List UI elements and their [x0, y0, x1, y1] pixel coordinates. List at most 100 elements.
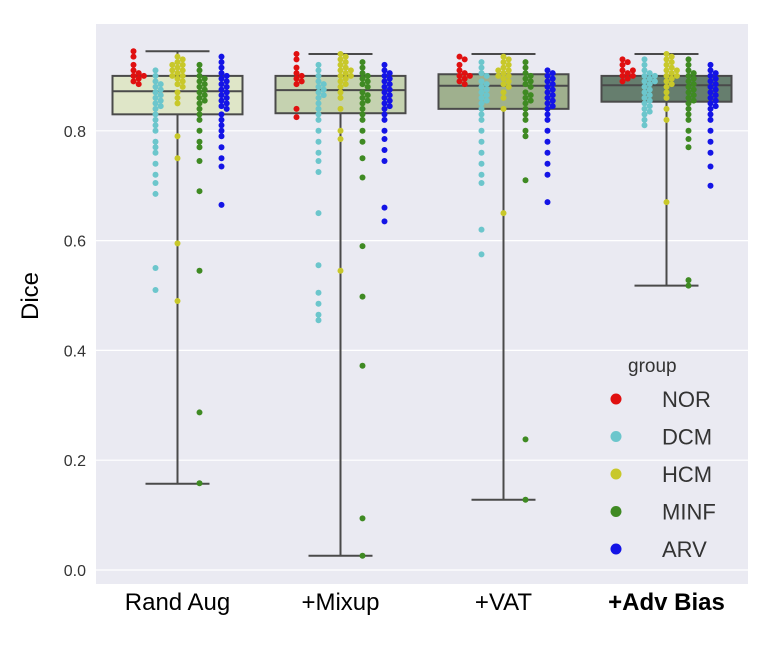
point-hcm: [500, 59, 507, 66]
point-minf: [690, 92, 697, 99]
point-dcm: [478, 116, 485, 123]
point-minf: [522, 100, 529, 107]
point-dcm: [646, 92, 653, 99]
point-arv: [544, 89, 551, 96]
point-nor: [293, 70, 300, 77]
point-minf: [522, 436, 529, 443]
point-minf: [685, 56, 692, 63]
point-dcm: [315, 262, 322, 269]
point-dcm: [152, 78, 159, 85]
point-dcm: [641, 122, 648, 129]
point-hcm: [174, 64, 181, 71]
point-dcm: [315, 289, 322, 296]
point-nor: [619, 61, 626, 68]
point-dcm: [152, 67, 159, 74]
point-nor: [461, 81, 468, 88]
point-arv: [381, 72, 388, 79]
point-minf: [690, 70, 697, 77]
point-hcm: [347, 67, 354, 74]
point-dcm: [157, 103, 164, 110]
point-hcm: [505, 83, 512, 90]
point-dcm: [152, 179, 159, 186]
point-minf: [359, 515, 366, 522]
point-dcm: [152, 171, 159, 178]
point-arv: [381, 147, 388, 154]
point-minf: [364, 92, 371, 99]
point-minf: [690, 75, 697, 82]
point-minf: [364, 83, 371, 90]
point-nor: [293, 105, 300, 112]
point-nor: [130, 53, 137, 60]
point-dcm: [315, 72, 322, 79]
point-arv: [218, 155, 225, 162]
point-minf: [196, 61, 203, 68]
point-minf: [685, 111, 692, 118]
point-dcm: [483, 92, 490, 99]
point-arv: [544, 94, 551, 101]
point-hcm: [337, 61, 344, 68]
point-arv: [549, 81, 556, 88]
point-nor: [130, 78, 137, 85]
point-nor: [629, 72, 636, 79]
point-hcm: [500, 210, 507, 217]
point-hcm: [500, 70, 507, 77]
point-minf: [359, 81, 366, 88]
point-dcm: [651, 78, 658, 85]
point-hcm: [500, 94, 507, 101]
point-minf: [685, 89, 692, 96]
grid-lines: [96, 130, 748, 571]
point-dcm: [641, 67, 648, 74]
legend-label: DCM: [662, 425, 712, 450]
point-minf: [196, 89, 203, 96]
point-arv: [381, 61, 388, 68]
point-arv: [549, 70, 556, 77]
point-arv: [218, 70, 225, 77]
point-minf: [201, 81, 208, 88]
point-dcm: [478, 179, 485, 186]
point-arv: [707, 138, 714, 145]
point-minf: [522, 496, 529, 503]
legend-marker: [610, 543, 622, 555]
point-arv: [381, 83, 388, 90]
point-arv: [549, 103, 556, 110]
point-minf: [364, 78, 371, 85]
point-arv: [707, 78, 714, 85]
point-arv: [381, 111, 388, 118]
point-nor: [135, 70, 142, 77]
point-minf: [359, 138, 366, 145]
point-nor: [130, 48, 137, 55]
point-arv: [707, 116, 714, 123]
point-minf: [201, 92, 208, 99]
point-arv: [218, 163, 225, 170]
point-dcm: [315, 111, 322, 118]
point-arv: [223, 100, 230, 107]
point-nor: [293, 81, 300, 88]
point-minf: [685, 282, 692, 289]
point-hcm: [663, 72, 670, 79]
point-arv: [381, 127, 388, 134]
point-dcm: [646, 81, 653, 88]
point-minf: [685, 72, 692, 79]
point-arv: [381, 100, 388, 107]
point-arv: [223, 83, 230, 90]
point-arv: [381, 157, 388, 164]
x-tick-label: +Adv Bias: [608, 589, 725, 616]
point-nor: [456, 72, 463, 79]
point-dcm: [152, 149, 159, 156]
legend: group NOR DCM HCM MINF ARV: [610, 356, 716, 562]
point-nor: [293, 56, 300, 63]
point-nor: [130, 72, 137, 79]
point-arv: [218, 103, 225, 110]
point-hcm: [169, 72, 176, 79]
point-dcm: [315, 105, 322, 112]
point-dcm: [641, 94, 648, 101]
point-dcm: [152, 127, 159, 134]
point-arv: [381, 67, 388, 74]
point-arv: [712, 92, 719, 99]
point-hcm: [673, 67, 680, 74]
point-nor: [466, 72, 473, 79]
point-nor: [461, 75, 468, 82]
point-hcm: [337, 89, 344, 96]
point-minf: [201, 97, 208, 104]
point-minf: [196, 72, 203, 79]
